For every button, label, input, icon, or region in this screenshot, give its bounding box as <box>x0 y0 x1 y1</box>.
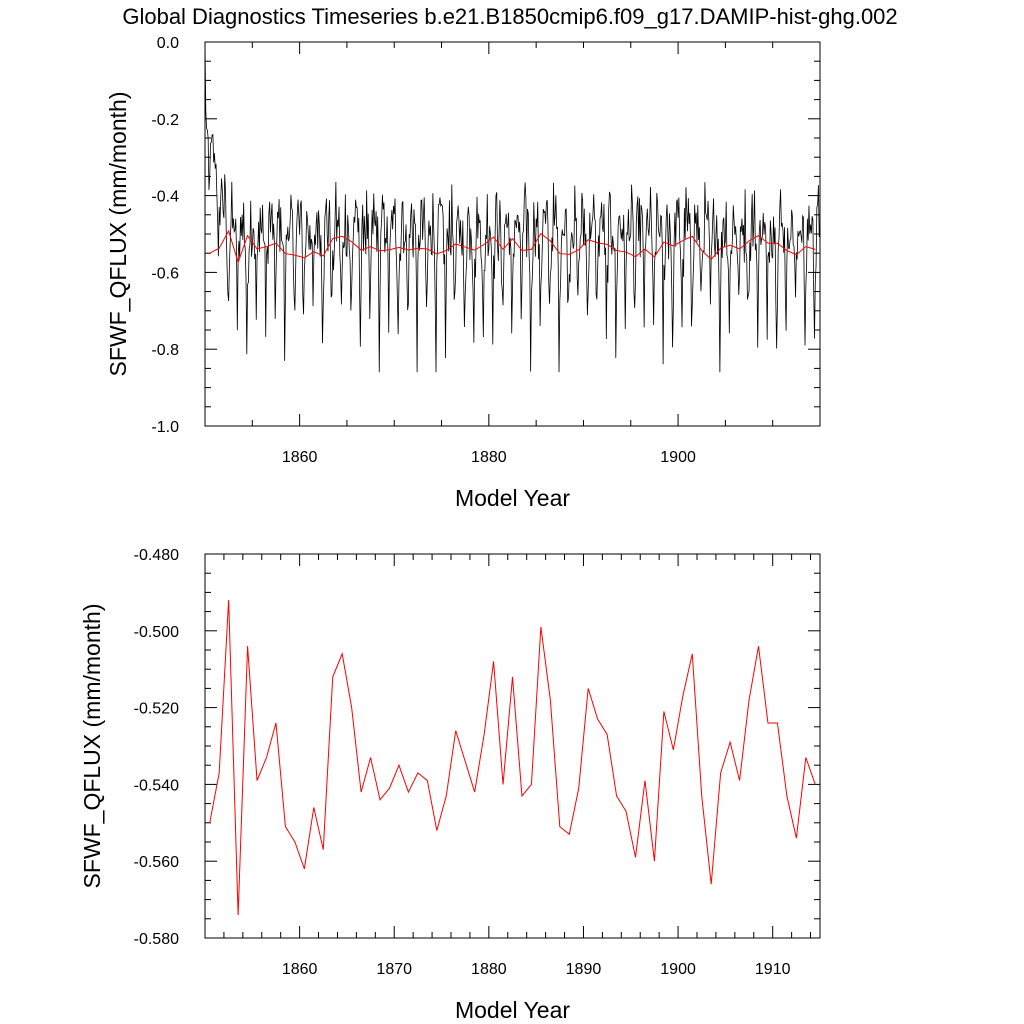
annual-series-line <box>209 600 816 915</box>
x-tick-label: 1900 <box>660 449 696 466</box>
y-tick-label: -0.540 <box>134 777 179 794</box>
y-tick-label: -0.500 <box>134 624 179 641</box>
x-tick-label: 1910 <box>755 961 791 978</box>
y-tick-label: -0.520 <box>134 701 179 718</box>
x-axis-label: Model Year <box>455 997 570 1023</box>
y-tick-label: -0.8 <box>151 342 179 359</box>
y-tick-label: -0.580 <box>134 931 179 948</box>
x-tick-label: 1880 <box>471 961 507 978</box>
y-tick-label: 0.0 <box>157 35 179 52</box>
x-tick-label: 1900 <box>660 961 696 978</box>
figure-title: Global Diagnostics Timeseries b.e21.B185… <box>122 4 897 29</box>
x-tick-label: 1860 <box>282 449 318 466</box>
y-tick-label: -0.6 <box>151 265 179 282</box>
y-tick-label: -0.2 <box>151 112 179 129</box>
monthly-series-line <box>205 42 820 373</box>
x-tick-label: 1870 <box>376 961 412 978</box>
y-tick-label: -0.560 <box>134 854 179 871</box>
annual-series-line <box>209 229 816 265</box>
y-tick-label: -0.480 <box>134 547 179 564</box>
plot-frame <box>204 553 821 939</box>
x-tick-label: 1890 <box>566 961 602 978</box>
bottom-panel: -0.480 -0.500 -0.520 -0.540 -0.560 -0.580 1860… <box>79 547 821 1023</box>
y-tick-label: -1.0 <box>151 419 179 436</box>
x-tick-label: 1860 <box>282 961 318 978</box>
plot-frame <box>204 41 821 427</box>
y-axis-label: SFWF_QFLUX (mm/month) <box>79 604 105 889</box>
x-tick-label: 1880 <box>471 449 507 466</box>
x-axis-label: Model Year <box>455 485 570 511</box>
top-panel: 0.0 -0.2 -0.4 -0.6 -0.8 -1.0 1860 1880 1900 Model… <box>105 35 821 511</box>
y-axis-label: SFWF_QFLUX (mm/month) <box>105 92 131 377</box>
y-tick-label: -0.4 <box>151 189 179 206</box>
